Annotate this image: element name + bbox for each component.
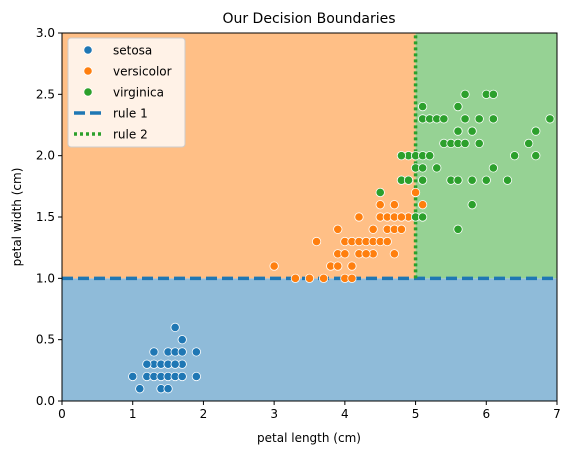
- virginica-point: [460, 114, 470, 124]
- setosa-point: [177, 335, 187, 345]
- legend-label: rule 2: [113, 128, 148, 142]
- x-axis-label: petal length (cm): [257, 431, 361, 445]
- y-tick-label: 0.5: [36, 333, 55, 347]
- versicolor-point: [347, 273, 357, 283]
- virginica-point: [375, 187, 385, 198]
- versicolor-point: [340, 249, 350, 259]
- y-tick-label: 3.0: [36, 26, 55, 40]
- x-tick-label: 3: [270, 407, 278, 421]
- setosa-point: [128, 371, 138, 382]
- x-axis-ticks: 0 1 2 3 4 5 6 7: [58, 401, 561, 421]
- legend-label: rule 1: [113, 107, 148, 121]
- virginica-point: [524, 138, 534, 148]
- setosa-point: [177, 347, 187, 357]
- virginica-point: [481, 175, 491, 185]
- virginica-point: [425, 151, 435, 161]
- versicolor-point: [410, 187, 421, 198]
- versicolor-point: [396, 212, 407, 222]
- versicolor-point: [319, 273, 329, 283]
- virginica-point: [531, 151, 541, 161]
- virginica-point: [439, 114, 449, 124]
- virginica-point: [545, 114, 555, 124]
- virginica-point: [396, 151, 407, 161]
- virginica-point: [432, 163, 442, 173]
- versicolor-point: [333, 261, 343, 271]
- x-tick-label: 1: [129, 407, 137, 421]
- setosa-point: [191, 371, 201, 382]
- x-tick-label: 5: [412, 407, 420, 421]
- x-tick-label: 2: [200, 407, 208, 421]
- y-tick-label: 1.5: [36, 210, 55, 224]
- virginica-point: [467, 175, 477, 185]
- virginica-point: [467, 200, 477, 210]
- setosa-point: [142, 359, 152, 369]
- y-axis-label: petal width (cm): [10, 168, 24, 267]
- virginica-point: [460, 138, 470, 148]
- chart-title: Our Decision Boundaries: [222, 11, 395, 27]
- y-axis-ticks: 0.0 0.5 1.0 1.5 2.0 2.5 3.0: [36, 26, 62, 408]
- legend-marker: [83, 45, 93, 55]
- versicolor-point: [304, 273, 315, 283]
- setosa-point: [191, 347, 201, 357]
- virginica-point: [418, 212, 428, 222]
- virginica-point: [453, 102, 463, 112]
- versicolor-point: [269, 261, 279, 271]
- setosa-point: [177, 371, 187, 382]
- setosa-point: [170, 322, 180, 332]
- virginica-point: [453, 224, 463, 234]
- versicolor-point: [389, 200, 399, 210]
- legend: setosa versicolor virginica rule 1 rule 2: [67, 37, 186, 148]
- versicolor-point: [418, 200, 428, 210]
- x-tick-label: 0: [58, 407, 66, 421]
- versicolor-point: [333, 224, 343, 234]
- versicolor-point: [368, 224, 378, 234]
- legend-marker: [83, 87, 93, 97]
- legend-box: [67, 37, 186, 148]
- x-tick-label: 6: [482, 407, 490, 421]
- versicolor-point: [389, 249, 399, 259]
- virginica-point: [502, 175, 513, 185]
- data-points: [128, 89, 555, 394]
- setosa-point: [170, 359, 180, 369]
- virginica-point: [509, 151, 520, 161]
- virginica-point: [467, 126, 477, 136]
- virginica-point: [474, 114, 484, 124]
- virginica-point: [488, 163, 498, 173]
- virginica-point: [453, 175, 463, 185]
- virginica-point: [474, 138, 484, 148]
- legend-label: versicolor: [113, 65, 172, 79]
- virginica-point: [531, 126, 541, 136]
- setosa-region: [62, 278, 557, 401]
- legend-label: virginica: [113, 86, 164, 100]
- setosa-point: [149, 347, 159, 357]
- virginica-point: [488, 89, 498, 99]
- y-tick-label: 1.0: [36, 271, 55, 285]
- x-tick-label: 7: [553, 407, 561, 421]
- setosa-point: [135, 384, 145, 394]
- versicolor-point: [396, 224, 407, 234]
- virginica-point: [403, 175, 414, 185]
- y-tick-label: 0.0: [36, 394, 55, 408]
- versicolor-point: [354, 212, 364, 222]
- y-tick-label: 2.0: [36, 149, 55, 163]
- virginica-point: [418, 163, 428, 173]
- legend-marker: [83, 66, 93, 76]
- versicolor-point: [290, 273, 300, 283]
- setosa-point: [163, 384, 173, 394]
- virginica-point: [418, 102, 428, 112]
- legend-label: setosa: [113, 44, 152, 58]
- versicolor-point: [347, 261, 357, 271]
- virginica-point: [453, 126, 463, 136]
- versicolor-point: [311, 236, 322, 247]
- versicolor-point: [375, 200, 385, 210]
- virginica-point: [488, 114, 498, 124]
- versicolor-point: [382, 236, 392, 247]
- y-tick-label: 2.5: [36, 87, 55, 101]
- virginica-point: [418, 175, 428, 185]
- versicolor-point: [361, 249, 371, 259]
- x-tick-label: 4: [341, 407, 349, 421]
- virginica-point: [460, 89, 470, 99]
